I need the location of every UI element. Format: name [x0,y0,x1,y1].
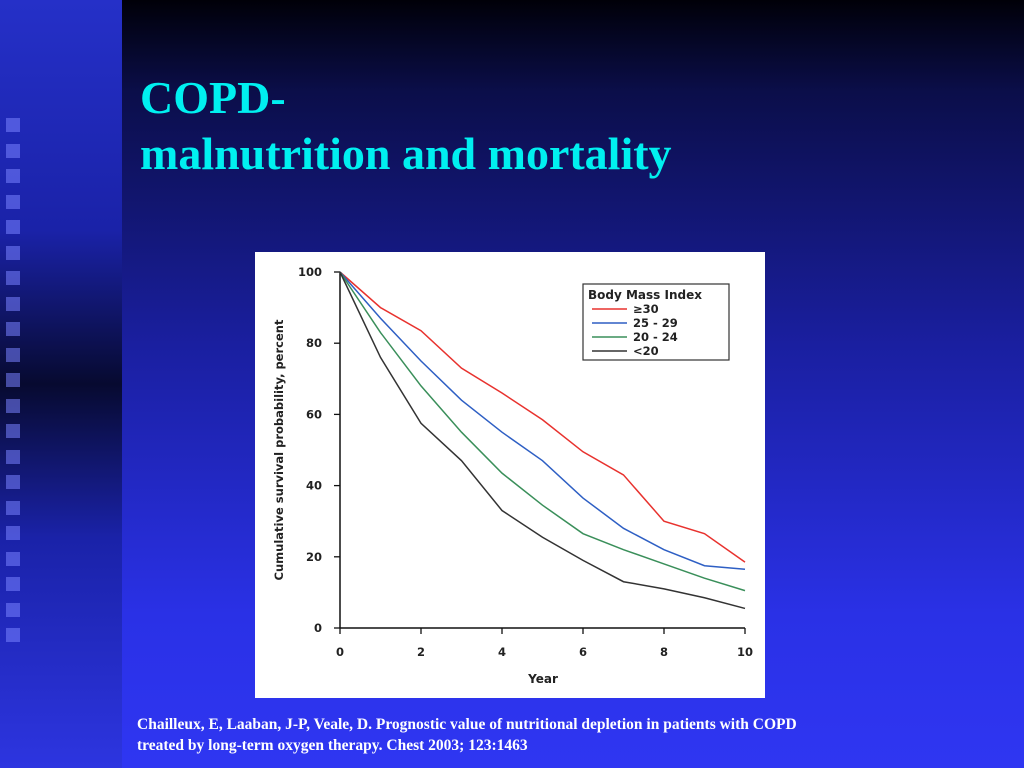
decorative-square [6,475,20,489]
decorative-square [6,245,20,260]
decorative-square [6,271,20,285]
decorative-squares [6,118,20,654]
legend-title: Body Mass Index [588,288,702,302]
decorative-square [6,551,20,566]
decorative-square [6,577,20,591]
decorative-square [6,628,20,642]
y-tick-label: 60 [306,407,322,421]
legend-entry-label: <20 [633,344,659,358]
survival-chart: 0 20 40 60 80 100 0 2 4 6 8 10 Year Cumulative surv… [272,265,753,686]
chart-series [339,271,746,610]
decorative-square [6,347,20,362]
decorative-square [6,449,20,464]
y-axis-label: Cumulative survival probability, percent [272,319,286,580]
legend-entry-label: 20 - 24 [633,330,678,344]
decorative-square [6,118,20,132]
x-axis-label: Year [527,672,558,686]
citation-line2: treated by long-term oxygen therapy. Che… [137,737,528,754]
x-tick-label: 10 [737,645,753,659]
y-tick-label: 40 [306,479,322,493]
decorative-square [6,143,20,158]
left-decorative-strip [0,0,122,768]
series-line-1 [339,271,746,571]
decorative-square [6,169,20,183]
citation: Chailleux, E, Laaban, J-P, Veale, D. Pro… [137,714,1007,756]
decorative-square [6,526,20,540]
x-tick-label: 6 [579,645,587,659]
chart-ticks: 0 20 40 60 80 100 0 2 4 6 8 10 [298,265,753,659]
decorative-square [6,322,20,336]
y-tick-label: 100 [298,265,322,279]
citation-line1: Chailleux, E, Laaban, J-P, Veale, D. Pro… [137,716,797,733]
survival-chart-figure: 0 20 40 60 80 100 0 2 4 6 8 10 Year Cumulative surv… [255,252,765,698]
slide-title: COPD- malnutrition and mortality [140,70,672,182]
legend-entry-label: ≥30 [633,302,659,316]
chart-axes [339,272,745,629]
series-line-3 [339,271,746,610]
decorative-square [6,500,20,515]
decorative-square [6,602,20,617]
decorative-square [6,424,20,438]
x-tick-label: 0 [336,645,344,659]
y-tick-label: 80 [306,336,322,350]
x-tick-label: 8 [660,645,668,659]
decorative-square [6,296,20,311]
decorative-square [6,220,20,234]
decorative-square [6,373,20,387]
series-line-0 [339,271,746,563]
legend-box [582,283,730,361]
x-tick-label: 2 [417,645,425,659]
slide-title-line2: malnutrition and mortality [140,128,672,179]
decorative-square [6,398,20,413]
y-tick-label: 20 [306,550,322,564]
y-tick-label: 0 [314,621,322,635]
x-tick-label: 4 [498,645,506,659]
legend-entry-label: 25 - 29 [633,316,678,330]
decorative-square [6,194,20,209]
series-line-2 [339,271,746,592]
slide-title-line1: COPD- [140,72,286,123]
